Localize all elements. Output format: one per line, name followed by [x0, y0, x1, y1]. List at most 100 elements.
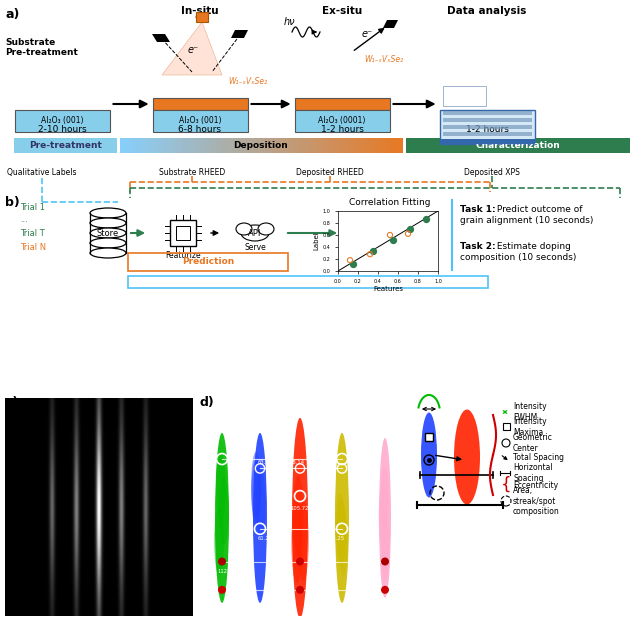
Text: Al₂O₃ (001): Al₂O₃ (001): [41, 117, 83, 126]
Bar: [182, 138, 188, 153]
Polygon shape: [383, 20, 398, 28]
Bar: [250, 138, 256, 153]
Circle shape: [381, 558, 389, 565]
Point: [385, 230, 395, 240]
Bar: [137, 138, 143, 153]
Ellipse shape: [90, 218, 126, 228]
Text: Total Spacing: Total Spacing: [513, 453, 564, 462]
Text: composition (10 seconds): composition (10 seconds): [460, 253, 577, 262]
Point: [388, 235, 398, 245]
Bar: [152, 110, 248, 132]
Bar: [294, 110, 390, 132]
Bar: [278, 138, 284, 153]
Point: [368, 246, 378, 256]
Bar: [442, 132, 531, 136]
Bar: [312, 138, 318, 153]
Ellipse shape: [454, 409, 480, 504]
Bar: [175, 225, 191, 241]
Text: Characterization: Characterization: [476, 141, 561, 150]
Text: Qualitative Labels: Qualitative Labels: [7, 168, 77, 177]
Text: W₁₋ₓVₓSe₂: W₁₋ₓVₓSe₂: [228, 77, 267, 87]
Bar: [188, 138, 194, 153]
Ellipse shape: [251, 452, 261, 520]
Bar: [233, 138, 239, 153]
Ellipse shape: [90, 248, 126, 258]
Ellipse shape: [298, 501, 308, 581]
Text: Ex-situ: Ex-situ: [322, 6, 362, 16]
Text: 68.14: 68.14: [289, 460, 305, 465]
Circle shape: [296, 586, 304, 594]
Bar: [148, 138, 154, 153]
Bar: [272, 138, 278, 153]
Text: Area,
streak/spot
composition: Area, streak/spot composition: [513, 486, 560, 516]
Bar: [131, 138, 138, 153]
Text: Deposited XPS: Deposited XPS: [464, 168, 520, 177]
Bar: [442, 86, 486, 106]
Text: Eccentricity: Eccentricity: [513, 480, 558, 489]
Polygon shape: [162, 22, 222, 75]
Bar: [267, 138, 273, 153]
Bar: [284, 138, 290, 153]
Ellipse shape: [421, 413, 437, 497]
Bar: [177, 138, 182, 153]
Text: 61.27: 61.27: [257, 536, 273, 541]
Bar: [170, 220, 196, 246]
Text: Serve: Serve: [244, 242, 266, 251]
Bar: [128, 276, 488, 288]
Ellipse shape: [216, 453, 226, 521]
Ellipse shape: [335, 433, 349, 603]
Text: e⁻: e⁻: [362, 29, 373, 39]
Bar: [125, 138, 132, 153]
Text: Al₂O₃ (0001): Al₂O₃ (0001): [318, 117, 365, 126]
Ellipse shape: [337, 498, 346, 566]
Bar: [152, 98, 248, 110]
Bar: [221, 138, 228, 153]
Text: c): c): [5, 396, 19, 409]
Bar: [205, 138, 211, 153]
Bar: [244, 138, 250, 153]
Ellipse shape: [219, 477, 229, 545]
Text: 105.72: 105.72: [291, 506, 309, 511]
Text: Task 1:: Task 1:: [460, 205, 495, 214]
Bar: [374, 138, 380, 153]
Bar: [503, 423, 510, 430]
Text: Intensity
FWHM: Intensity FWHM: [513, 403, 547, 421]
Bar: [193, 138, 200, 153]
Bar: [380, 138, 385, 153]
Text: 2-10 hours: 2-10 hours: [38, 125, 86, 134]
Polygon shape: [152, 34, 170, 42]
Bar: [362, 138, 369, 153]
Bar: [196, 12, 208, 22]
Polygon shape: [231, 30, 248, 38]
Text: Trial T: Trial T: [20, 229, 45, 237]
Bar: [128, 253, 288, 271]
Ellipse shape: [196, 14, 208, 20]
Text: Trial 1: Trial 1: [20, 203, 45, 212]
Ellipse shape: [291, 503, 303, 583]
Point: [365, 249, 375, 259]
Ellipse shape: [338, 509, 348, 577]
Text: Pre-treatment: Pre-treatment: [29, 141, 102, 150]
Text: Substrate RHEED: Substrate RHEED: [159, 168, 225, 177]
Circle shape: [381, 586, 389, 594]
Ellipse shape: [292, 418, 308, 618]
Text: Data analysis: Data analysis: [447, 6, 527, 16]
Bar: [294, 98, 390, 110]
Text: grain alignment (10 seconds): grain alignment (10 seconds): [460, 216, 593, 225]
Text: Featurize: Featurize: [165, 251, 201, 261]
Bar: [442, 118, 531, 122]
Ellipse shape: [379, 485, 387, 549]
Point: [345, 255, 355, 265]
Bar: [120, 138, 126, 153]
Text: 114.07: 114.07: [312, 458, 330, 463]
Bar: [390, 138, 397, 153]
Text: 114.83: 114.83: [368, 597, 386, 602]
Text: 63.71: 63.71: [257, 460, 273, 465]
Text: d): d): [200, 396, 215, 409]
Ellipse shape: [214, 507, 224, 575]
Point: [405, 224, 415, 234]
Bar: [261, 138, 267, 153]
Text: 112.68: 112.68: [218, 569, 236, 574]
Circle shape: [218, 586, 226, 594]
Text: b): b): [5, 196, 20, 209]
